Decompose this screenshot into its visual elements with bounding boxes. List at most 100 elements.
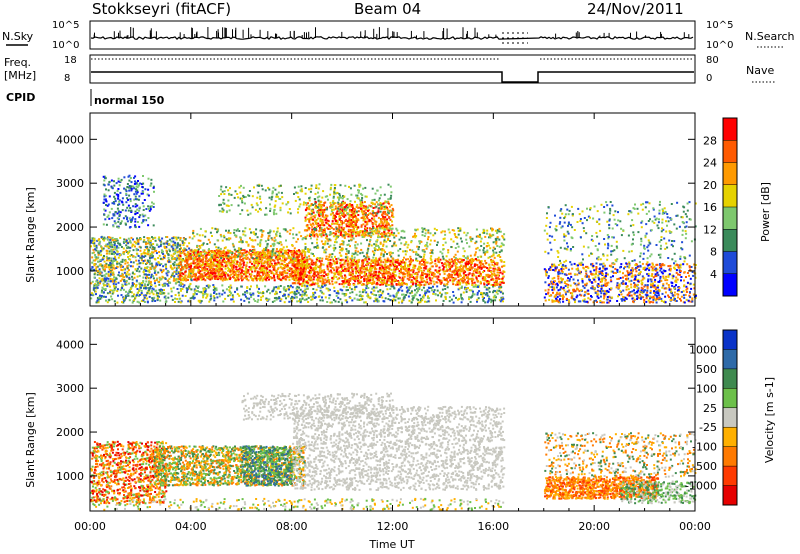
data-cell: [175, 273, 178, 275]
data-cell: [202, 278, 205, 281]
data-cell: [332, 275, 335, 278]
data-cell: [347, 279, 350, 282]
data-cell: [268, 271, 271, 274]
data-cell: [166, 242, 169, 245]
data-cell: [135, 247, 138, 250]
data-cell: [128, 276, 131, 279]
data-cell: [401, 289, 404, 292]
data-cell: [263, 276, 266, 279]
data-cell: [278, 275, 281, 278]
data-cell: [361, 204, 364, 207]
data-cell: [380, 269, 383, 272]
data-cell: [372, 261, 375, 264]
data-cell: [371, 213, 374, 216]
data-cell: [182, 244, 185, 246]
data-cell: [325, 281, 328, 284]
data-cell: [168, 250, 171, 253]
data-cell: [272, 288, 275, 291]
data-cell: [321, 279, 324, 282]
data-cell: [315, 288, 318, 291]
data-cell: [100, 279, 103, 282]
data-cell: [480, 266, 483, 269]
data-cell: [336, 268, 339, 271]
data-cell: [316, 265, 319, 268]
data-cell: [205, 296, 208, 299]
data-cell: [227, 258, 230, 261]
data-cell: [125, 296, 127, 299]
data-cell: [124, 294, 127, 297]
data-cell: [240, 271, 243, 274]
data-cell: [383, 233, 386, 236]
data-cell: [386, 280, 389, 283]
data-cell: [161, 237, 164, 240]
data-cell: [153, 267, 156, 270]
data-cell: [353, 275, 356, 278]
data-cell: [472, 285, 475, 288]
data-cell: [129, 255, 132, 258]
data-cell: [395, 266, 398, 269]
data-cell: [305, 294, 308, 297]
data-cell: [352, 260, 355, 263]
data-cell: [195, 285, 198, 288]
nsearch-tick-low: 10^0: [706, 40, 733, 51]
data-cell: [173, 277, 176, 280]
data-cell: [104, 295, 107, 298]
data-cell: [271, 300, 274, 303]
data-cell: [146, 273, 149, 276]
data-cell: [391, 276, 394, 279]
data-cell: [404, 265, 406, 268]
data-cell: [192, 272, 195, 275]
data-cell: [274, 269, 277, 272]
data-cell: [408, 268, 411, 270]
data-cell: [308, 208, 311, 211]
data-cell: [313, 276, 316, 279]
data-cell: [493, 290, 496, 292]
data-cell: [298, 283, 301, 286]
data-cell: [255, 265, 258, 268]
data-cell: [475, 276, 478, 279]
data-cell: [262, 291, 264, 293]
data-cell: [227, 266, 230, 269]
data-cell: [449, 269, 452, 272]
data-cell: [190, 265, 193, 267]
data-cell: [302, 274, 305, 277]
data-cell: [328, 294, 331, 297]
data-cell: [321, 274, 324, 277]
data-cell: [445, 283, 448, 286]
data-cell: [117, 294, 119, 297]
data-cell: [357, 264, 360, 267]
data-cell: [481, 293, 484, 296]
data-cell: [359, 274, 361, 277]
data-cell: [120, 269, 123, 271]
data-cell: [328, 270, 331, 273]
data-cell: [383, 258, 386, 261]
data-cell: [195, 279, 198, 282]
data-cell: [271, 255, 273, 258]
data-cell: [155, 262, 158, 265]
data-cell: [370, 291, 373, 294]
data-cell: [243, 276, 246, 279]
data-cell: [158, 281, 161, 283]
data-cell: [90, 282, 93, 285]
data-cell: [338, 277, 341, 280]
data-cell: [329, 301, 332, 304]
data-cell: [142, 260, 145, 262]
data-cell: [174, 301, 176, 303]
data-cell: [219, 256, 221, 259]
data-cell: [259, 276, 262, 279]
data-cell: [131, 281, 134, 284]
data-cell: [126, 267, 129, 270]
data-cell: [248, 301, 251, 304]
data-cell: [138, 265, 141, 268]
data-cell: [469, 300, 472, 303]
data-cell: [488, 276, 491, 278]
data-cell: [392, 271, 395, 274]
data-cell: [178, 253, 181, 256]
data-cell: [419, 301, 422, 304]
data-cell: [188, 273, 191, 276]
data-cell: [248, 253, 251, 256]
data-cell: [105, 262, 108, 265]
data-cell: [326, 265, 329, 268]
data-cell: [475, 258, 477, 260]
data-cell: [172, 240, 175, 243]
